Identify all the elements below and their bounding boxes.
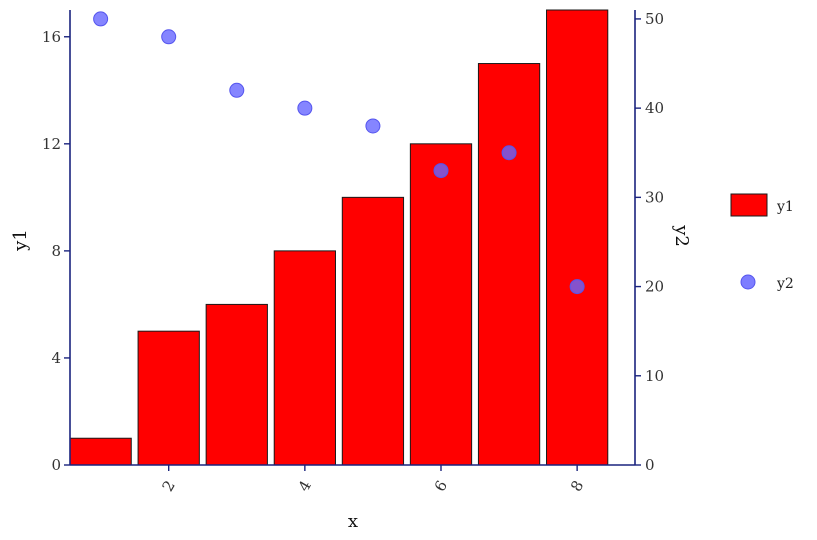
x-tick-label-4: 4 (295, 477, 315, 494)
y-tick-label-0: 0 (51, 456, 61, 474)
bar-y1-1 (69, 437, 132, 466)
y2-tick-label-10: 10 (645, 367, 664, 385)
bar-y1-7 (477, 63, 541, 466)
bar-y1-3 (205, 303, 268, 466)
point-y2-8 (569, 279, 585, 295)
legend-label-y1: y1 (776, 199, 794, 215)
axes: 0 4 8 12 16 0 10 20 30 40 50 2 4 6 8 (42, 10, 664, 495)
scatter-series-y2 (93, 11, 585, 295)
point-y2-3 (229, 82, 245, 98)
legend: y1 y2 (730, 193, 794, 292)
legend-marker-y2 (740, 274, 756, 290)
y-tick-label-16: 16 (42, 28, 61, 46)
y-tick-label-12: 12 (42, 135, 61, 153)
y2-tick-label-50: 50 (645, 10, 664, 28)
legend-swatch-y1 (730, 193, 768, 217)
point-y2-5 (365, 118, 381, 134)
x-tick-label-2: 2 (159, 477, 179, 494)
point-y2-6 (433, 163, 449, 179)
x-axis-title: x (348, 511, 358, 532)
bar-y1-4 (273, 250, 336, 466)
y2-tick-label-30: 30 (645, 188, 664, 206)
y2-tick-label-0: 0 (645, 456, 655, 474)
bar-y1-8 (546, 9, 609, 466)
point-y2-7 (501, 145, 517, 161)
bar-y1-2 (137, 330, 200, 466)
y-axis-title: y1 (10, 229, 31, 252)
point-y2-1 (93, 11, 109, 27)
point-y2-2 (161, 29, 177, 45)
bar-y1-6 (409, 143, 473, 466)
y2-axis-title: y2 (671, 224, 692, 247)
y2-tick-label-40: 40 (645, 99, 664, 117)
legend-label-y2: y2 (776, 276, 794, 292)
x-tick-label-8: 8 (567, 477, 587, 494)
y2-tick-label-20: 20 (645, 278, 664, 296)
bar-series-y1 (69, 9, 609, 466)
bar-y1-5 (341, 196, 405, 466)
y-tick-label-4: 4 (51, 349, 61, 367)
y-tick-label-8: 8 (51, 242, 61, 260)
x-tick-label-6: 6 (431, 477, 451, 494)
point-y2-4 (297, 100, 313, 116)
